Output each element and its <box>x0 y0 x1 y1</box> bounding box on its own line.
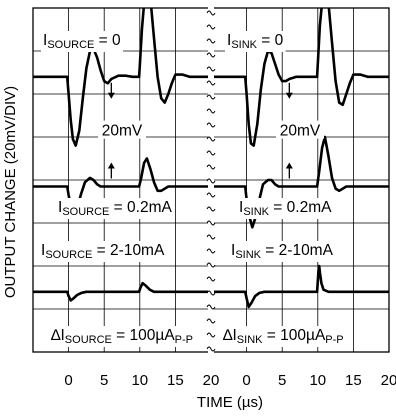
label-subscript: SINK <box>231 39 257 51</box>
axis-break-mark <box>206 206 216 212</box>
axis-break-mark <box>206 248 216 254</box>
trace-sink-0 <box>214 8 389 147</box>
scale-arrowhead-up <box>107 162 115 169</box>
axis-break-mark <box>206 150 216 156</box>
label-prefix: ∆I <box>51 327 65 344</box>
axis-break-mark <box>206 38 216 44</box>
label-bg <box>229 241 336 262</box>
axis-break-mark <box>206 290 216 296</box>
axis-break-mark <box>206 164 216 170</box>
label-sink-2: ISINK = 2-10mA <box>231 242 334 261</box>
x-tick-label: 20 <box>381 372 396 389</box>
axis-break-mark <box>206 318 216 324</box>
axis-break-mark <box>206 332 216 338</box>
axis-break-gap <box>208 5 214 361</box>
trace-sink-1 <box>214 135 389 229</box>
axis-break-mark <box>206 346 216 352</box>
x-ticks: 0 5 10 15 20 0 5 10 15 20 <box>64 372 396 389</box>
label-sink-3: ∆ISINK = 100µAP-P <box>223 327 344 346</box>
scale-arrowhead-up <box>285 162 293 169</box>
scale-arrowhead-down <box>107 92 115 99</box>
x-tick-label: 0 <box>64 372 72 389</box>
label-subscript: SOURCE <box>45 249 92 261</box>
label-value: = 2-10mA <box>92 242 165 259</box>
label-prefix: I <box>41 242 45 259</box>
label-subscript: SINK <box>243 206 269 218</box>
label-subscript: SOURCE <box>47 39 94 51</box>
x-tick-label: 20 <box>203 372 220 389</box>
x-tick-label: 10 <box>131 372 148 389</box>
label-bg <box>237 198 335 219</box>
axis-break-mark <box>206 262 216 268</box>
label-subscript-2: P-P <box>175 334 193 346</box>
label-value: = 0 <box>257 32 284 49</box>
axis-break-mark <box>206 108 216 114</box>
plot-frame <box>32 5 390 361</box>
scale-marker-bg <box>276 120 324 139</box>
axis-break-mark <box>206 10 216 16</box>
label-value: = 2-10mA <box>261 242 334 259</box>
label-bg <box>225 31 286 52</box>
label-value: = 0 <box>94 32 121 49</box>
x-tick-label: 10 <box>309 372 326 389</box>
x-tick-label: 5 <box>278 372 286 389</box>
label-value: = 0.2mA <box>109 199 172 216</box>
axis-break-mark <box>206 192 216 198</box>
x-tick-label: 0 <box>242 372 250 389</box>
axis-break-mark <box>206 136 216 142</box>
axis-break-mark <box>206 234 216 240</box>
trace-source-0 <box>33 8 208 147</box>
axis-break-mark <box>206 66 216 72</box>
label-subscript: SINK <box>235 249 261 261</box>
trace-sink-2 <box>214 264 389 309</box>
axis-break-mark <box>206 276 216 282</box>
label-source-3: ∆ISOURCE = 100µAP-P <box>51 327 193 346</box>
label-subscript: SOURCE <box>62 206 109 218</box>
label-value: = 100µA <box>262 327 325 344</box>
scale-arrowhead-down <box>285 92 293 99</box>
x-axis-label: TIME (µs) <box>197 394 263 411</box>
label-prefix: I <box>43 32 47 49</box>
label-prefix: I <box>231 242 235 259</box>
y-axis-label: OUTPUT CHANGE (20mV/DIV) <box>2 86 19 298</box>
scale-marker-label: 20mV <box>102 123 143 140</box>
label-sink-0: ISINK = 0 <box>227 32 284 51</box>
label-source-0: ISOURCE = 0 <box>43 32 121 51</box>
scale-markers: 20mV 20mV <box>98 82 324 179</box>
label-bg <box>49 326 195 347</box>
axis-break-mark <box>206 304 216 310</box>
label-source-1: ISOURCE = 0.2mA <box>58 199 172 218</box>
label-subscript: SOURCE <box>65 334 112 346</box>
axis-break-mark <box>206 24 216 30</box>
axis-break-mark <box>206 178 216 184</box>
label-value: = 0.2mA <box>269 199 332 216</box>
axis-break-mark <box>206 220 216 226</box>
label-sink-1: ISINK = 0.2mA <box>239 199 332 218</box>
label-subscript: SINK <box>237 334 263 346</box>
x-tick-label: 5 <box>100 372 108 389</box>
trace-source-2 <box>33 281 208 302</box>
label-bg <box>56 198 175 219</box>
label-prefix: I <box>58 199 62 216</box>
axis-break-mark <box>206 52 216 58</box>
x-tick-label: 15 <box>345 372 362 389</box>
label-bg <box>221 326 346 347</box>
label-prefix: ∆I <box>223 327 237 344</box>
axis-break-mark <box>206 122 216 128</box>
label-prefix: I <box>227 32 231 49</box>
axis-break-mark <box>206 94 216 100</box>
axis-break-mark <box>206 80 216 86</box>
scale-marker-bg <box>98 120 146 139</box>
label-subscript-2: P-P <box>325 334 343 346</box>
label-value: = 100µA <box>112 327 175 344</box>
x-tick-label: 15 <box>167 372 184 389</box>
label-bg <box>41 31 124 52</box>
label-prefix: I <box>239 199 243 216</box>
scale-marker-label: 20mV <box>280 123 321 140</box>
traces <box>33 8 389 309</box>
label-source-2: ISOURCE = 2-10mA <box>41 242 165 261</box>
label-bg <box>39 241 167 262</box>
